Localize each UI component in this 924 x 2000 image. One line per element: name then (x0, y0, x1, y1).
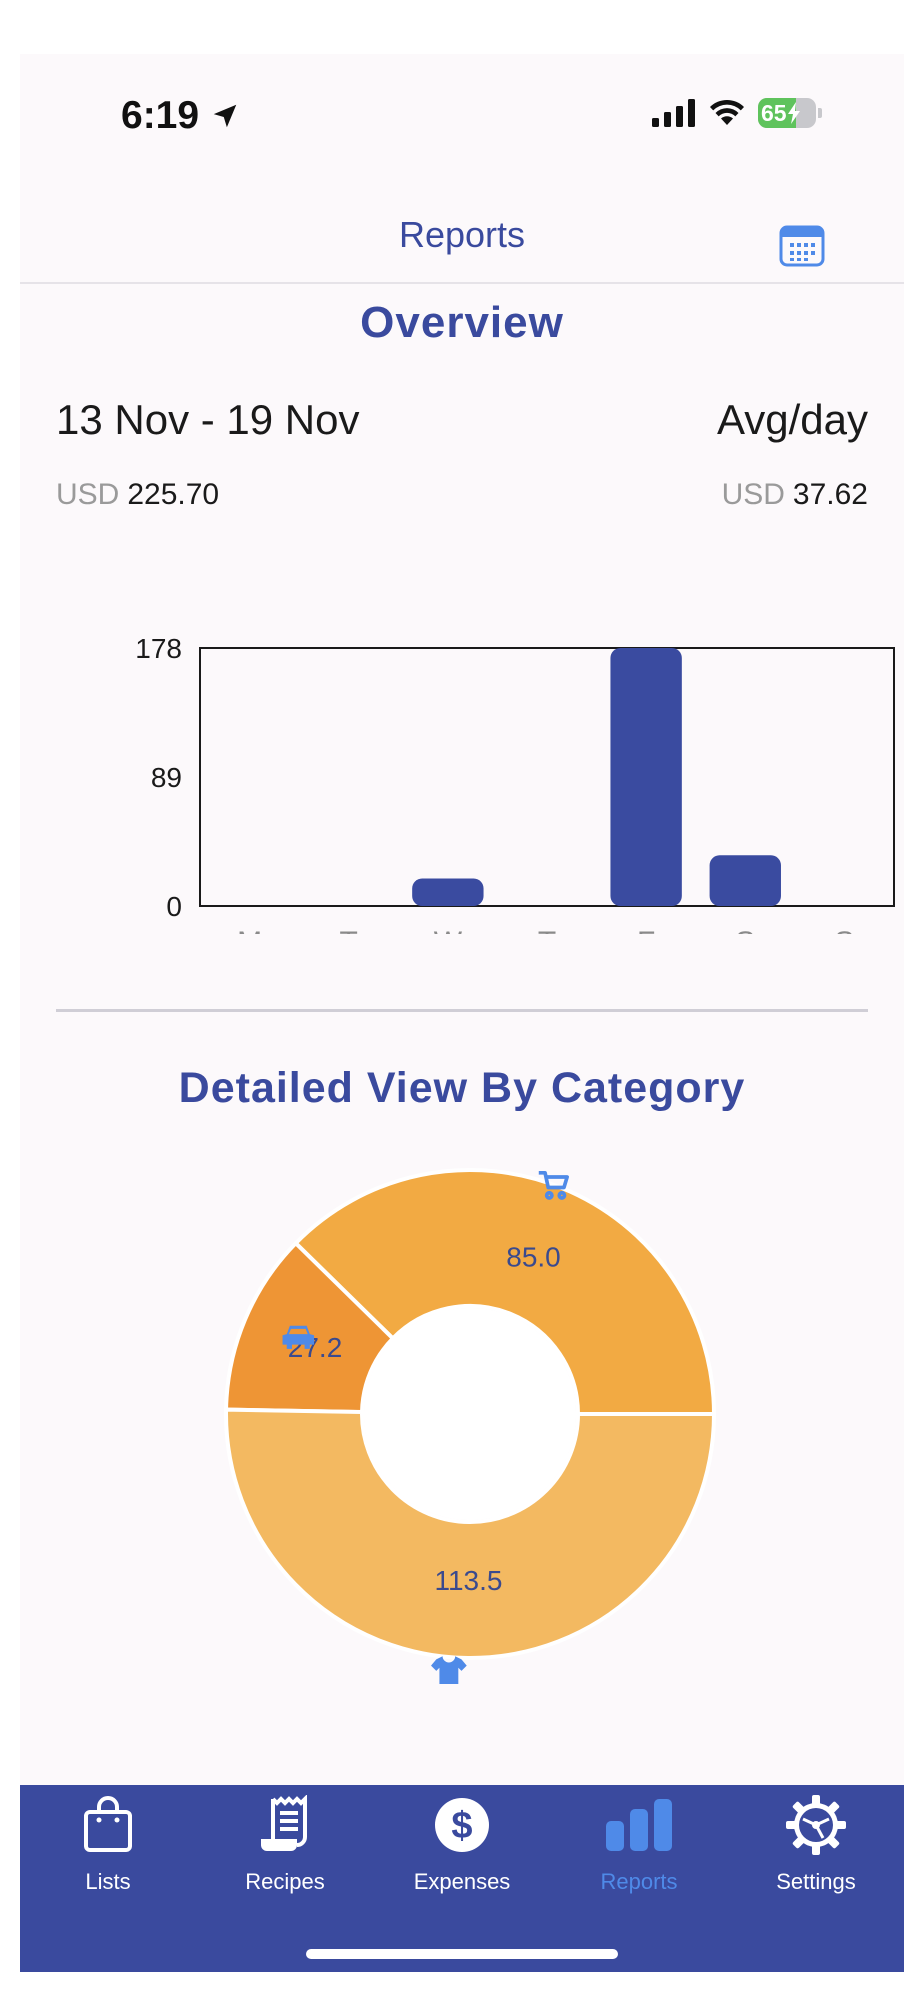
donut-slice (224, 1240, 396, 1415)
calendar-button[interactable] (779, 223, 825, 269)
wifi-icon (710, 99, 744, 125)
bar (709, 855, 781, 906)
y-tick-label: 0 (166, 891, 182, 922)
x-tick-label: F (637, 926, 655, 934)
donut-slice (292, 1168, 717, 1416)
tab-label: Settings (776, 1869, 856, 1894)
tab-label: Expenses (413, 1869, 511, 1894)
slice-value-label: 85.0 (506, 1241, 561, 1272)
cart-icon-shape (538, 1170, 569, 1200)
x-tick-label: T (538, 926, 556, 934)
avg-per-day-label: Avg/day (717, 396, 868, 443)
x-tick-label: M (237, 926, 262, 934)
receipt-icon (261, 1795, 307, 1851)
tab-label: Reports (600, 1869, 678, 1894)
tab-settings[interactable]: Settings (728, 1785, 904, 1915)
avg-value: 37.62 (792, 478, 868, 511)
gear-icon (786, 1795, 846, 1855)
date-range: 13 Nov - 19 Nov (56, 396, 360, 443)
tab-label: Recipes (245, 1869, 325, 1894)
bar (412, 878, 484, 906)
tab-lists[interactable]: Lists (20, 1785, 196, 1915)
x-tick-label: W (434, 926, 463, 934)
shirt-icon-shape (431, 1656, 467, 1684)
shopping-bag-icon (84, 1796, 132, 1852)
location-arrow-icon (213, 104, 237, 128)
section-divider (56, 1009, 868, 1012)
total-amount: USD 225.70 (56, 478, 219, 512)
status-icons: 65 (652, 98, 822, 128)
status-time: 6:19 (121, 94, 240, 138)
tab-bar: Lists Recipes $ E (20, 1785, 904, 1972)
car-icon-shape (282, 1325, 315, 1349)
battery-indicator: 65 (758, 98, 816, 128)
overview-title: Overview (360, 298, 564, 347)
cellular-signal-icon (652, 99, 695, 127)
battery-percent: 65 (761, 99, 787, 126)
y-tick-label: 178 (135, 633, 182, 664)
charging-bolt-icon (787, 102, 800, 124)
car-icon (282, 1325, 315, 1349)
cart-icon (538, 1170, 569, 1200)
avg-currency: USD (721, 478, 785, 511)
tab-reports[interactable]: Reports (551, 1785, 727, 1915)
plot-frame (199, 647, 895, 907)
donut-hole (364, 1308, 576, 1520)
dollar-circle-icon: $ (435, 1798, 489, 1852)
page-title: Reports (398, 214, 526, 255)
calendar-icon (779, 225, 825, 267)
home-indicator (306, 1949, 618, 1959)
y-tick-label: 89 (151, 762, 182, 793)
donut-slice (224, 1407, 717, 1660)
tab-label: Lists (85, 1869, 131, 1894)
header-divider (20, 282, 904, 284)
weekly-bar-chart: 0 89 178 M T W T F S S (135, 633, 895, 934)
app-screen: 6:19 65 Reports (20, 54, 904, 1972)
total-currency: USD (56, 478, 120, 511)
slice-value-label: 113.5 (434, 1565, 502, 1596)
bar-chart-icon (606, 1799, 672, 1851)
x-tick-label: S (735, 926, 755, 934)
bar (610, 648, 682, 906)
battery-cap (818, 108, 822, 118)
shirt-icon (431, 1656, 467, 1684)
avg-amount: USD 37.62 (722, 478, 868, 512)
total-value: 225.70 (127, 478, 220, 511)
detail-title: Detailed View By Category (178, 1064, 746, 1112)
tab-recipes[interactable]: Recipes (197, 1785, 373, 1915)
status-time-text: 6:19 (121, 94, 200, 137)
x-tick-label: S (834, 926, 854, 934)
tab-expenses[interactable]: $ Expenses (374, 1785, 550, 1915)
svg-text:$: $ (451, 1805, 472, 1847)
x-tick-label: T (340, 926, 358, 934)
